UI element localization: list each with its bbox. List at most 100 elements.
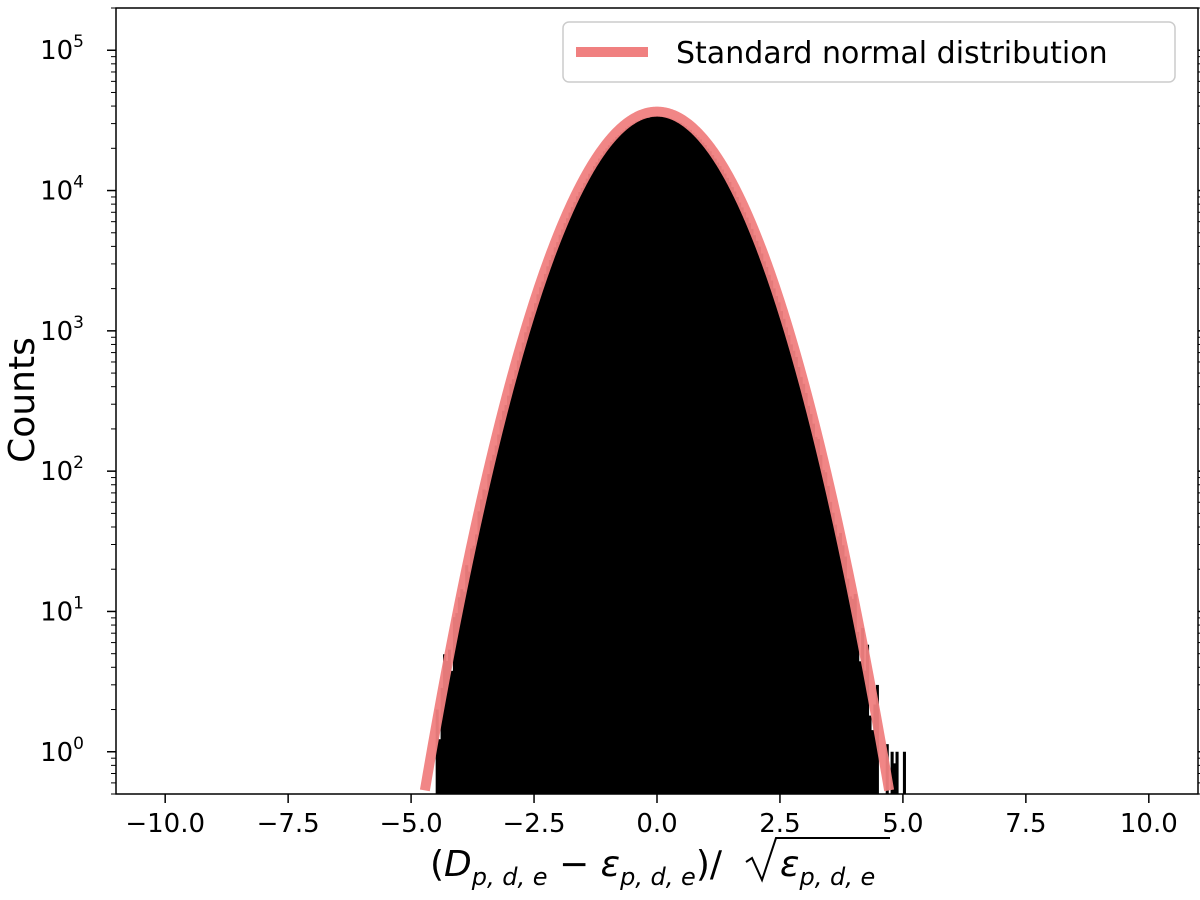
histogram-bar <box>536 294 540 794</box>
histogram-bar <box>853 593 857 794</box>
histogram-bar <box>566 218 570 795</box>
histogram-bar <box>620 132 624 795</box>
histogram-bar <box>846 578 850 794</box>
histogram-bar <box>760 253 764 794</box>
histogram-bar <box>745 217 749 794</box>
histogram-bar <box>831 512 835 794</box>
histogram-bar <box>821 469 825 794</box>
y-tick-label: 102 <box>40 453 84 487</box>
histogram-bar <box>735 197 739 794</box>
histogram-bar <box>772 288 776 794</box>
histogram-bar <box>733 191 737 795</box>
histogram-bar <box>570 207 574 794</box>
histogram-bar <box>826 485 830 794</box>
histogram-bar <box>671 119 675 794</box>
x-tick-label: −2.5 <box>502 809 565 839</box>
x-tick-label: 5.0 <box>882 809 923 839</box>
histogram-bar <box>743 212 747 794</box>
histogram-bar <box>447 649 452 794</box>
histogram-bar <box>676 121 680 794</box>
histogram-bar <box>595 162 599 794</box>
sqrt-symbol <box>745 837 890 883</box>
histogram-bar <box>556 242 560 795</box>
histogram-bar <box>652 116 656 794</box>
histogram-bar <box>590 170 594 794</box>
histogram-bar <box>637 120 641 795</box>
histogram-bar <box>713 158 717 795</box>
histogram-bar <box>669 118 673 794</box>
histogram-bar <box>548 259 552 795</box>
histogram-bar <box>514 370 518 794</box>
histogram-bar <box>720 169 724 795</box>
histogram-bar <box>811 423 815 794</box>
histogram-bar <box>816 439 820 794</box>
histogram-bar <box>856 631 860 794</box>
histogram-bar <box>507 395 511 794</box>
histogram-bar <box>843 556 847 794</box>
y-axis-ticks: 100 101 102 103 104 105 <box>40 7 1200 795</box>
histogram-bar <box>691 132 695 794</box>
histogram-bar <box>784 327 788 794</box>
histogram-bar <box>460 589 464 794</box>
histogram-bar <box>770 280 774 794</box>
histogram-bar <box>747 223 752 794</box>
histogram-bar <box>868 715 872 794</box>
histogram-bar <box>541 281 545 794</box>
histogram-bar <box>730 187 734 794</box>
histogram-bar <box>435 709 439 794</box>
x-tick-label: 7.5 <box>1005 809 1046 839</box>
histogram-bar <box>866 644 870 794</box>
histogram-bars <box>435 116 906 795</box>
x-tick-label: −5.0 <box>380 809 443 839</box>
y-axis-label: Counts <box>2 337 43 463</box>
histogram-bar <box>526 326 530 794</box>
histogram-bar <box>499 419 503 794</box>
histogram-bar <box>634 121 638 795</box>
histogram-bar <box>661 116 665 795</box>
histogram-bar <box>502 410 506 794</box>
histogram-bar <box>600 155 604 795</box>
histogram-bar <box>524 332 528 794</box>
x-axis-label-sqrt-term: εp, d, e <box>780 844 875 891</box>
histogram-bar <box>799 376 803 794</box>
histogram-bar <box>457 597 461 794</box>
histogram-bar <box>779 311 784 794</box>
histogram-bar <box>792 350 796 794</box>
histogram-bar <box>484 490 488 794</box>
x-tick-label: 10.0 <box>1120 809 1178 839</box>
histogram-bar <box>578 192 582 794</box>
histogram-bar <box>504 405 508 794</box>
histogram-bar <box>723 173 727 795</box>
legend-box <box>562 21 1176 83</box>
histogram-bar <box>605 148 609 795</box>
histogram-bar <box>654 116 658 795</box>
histogram-bar <box>553 247 557 794</box>
histogram-bar <box>804 393 808 794</box>
histogram-bar <box>666 117 670 794</box>
histogram-bar <box>580 187 584 794</box>
histogram-bar <box>647 117 651 795</box>
histogram-bar <box>538 287 543 794</box>
y-tick-label: 105 <box>40 32 84 66</box>
histogram-bar <box>607 145 611 794</box>
y-tick-label: 103 <box>40 313 84 347</box>
histogram-bar <box>546 266 550 794</box>
histogram-bar <box>563 223 567 795</box>
histogram-bar <box>902 751 906 794</box>
histogram-bar <box>649 116 653 794</box>
histogram-bar <box>615 136 619 794</box>
histogram-bar <box>610 142 614 795</box>
histogram-bar <box>489 460 493 794</box>
histogram-bar <box>755 240 759 794</box>
histogram-bar <box>870 730 874 794</box>
histogram-bar <box>686 128 690 794</box>
histogram-bar <box>765 266 769 794</box>
histogram-bar <box>848 596 852 794</box>
histogram-bar <box>487 474 491 794</box>
histogram-bar <box>632 123 636 795</box>
histogram-bar <box>767 274 771 794</box>
histogram-bar <box>693 134 697 795</box>
histogram-bar <box>470 548 474 794</box>
histogram-bar <box>858 661 862 794</box>
histogram-bar <box>841 545 845 794</box>
